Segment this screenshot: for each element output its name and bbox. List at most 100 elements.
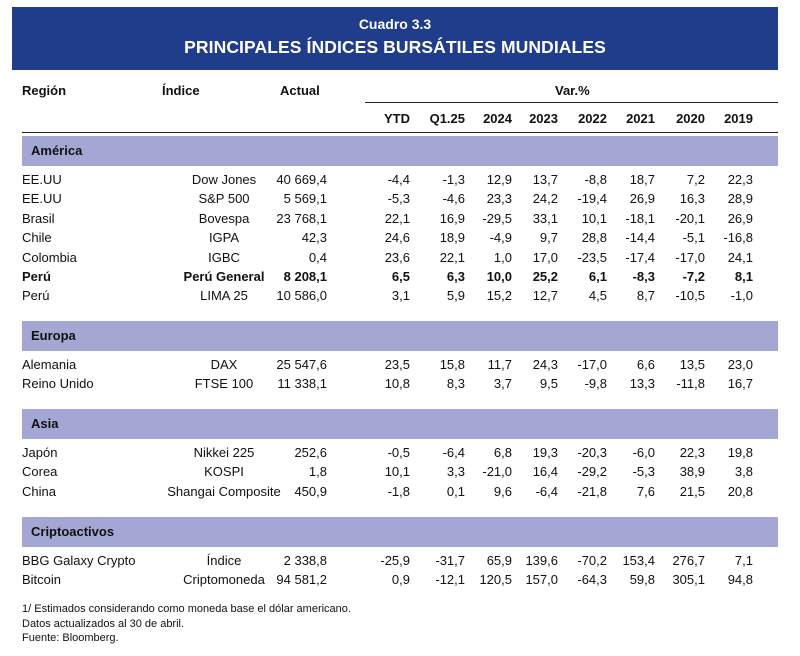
table-row: Chile IGPA 42,3 24,6 18,9 -4,9 9,7 28,8 -14,4 -5,… [22,229,778,248]
row-value: -18,1 [625,210,655,226]
row-index: FTSE 100 [194,376,254,392]
row-region: China [22,483,56,499]
column-header-region: Región [22,83,67,98]
row-value: 0,9 [391,572,410,588]
row-index: S&P 500 [198,191,250,207]
row-value: 38,9 [679,464,705,480]
table-title: PRINCIPALES ÍNDICES BURSÁTILES MUNDIALES [184,37,606,57]
row-value: -21,8 [577,483,607,499]
row-value: -64,3 [577,572,607,588]
row-value: 10,1 [384,464,410,480]
table-row: Brasil Bovespa 23 768,1 22,1 16,9 -29,5 33,1 10… [22,210,778,229]
section-band: América [22,136,778,166]
row-value: 16,3 [679,191,705,207]
row-value: 139,6 [525,553,558,568]
row-value: 22,1 [439,249,465,265]
row-value: 153,4 [622,553,655,568]
row-value: -9,8 [584,376,607,392]
row-value: 10,1 [581,210,607,226]
footnotes: 1/ Estimados considerando como moneda ba… [22,602,351,646]
table-row: Alemania DAX 25 547,6 23,5 15,8 11,7 24,3 -17,0… [22,356,778,375]
row-region: Perú [22,288,50,304]
row-region: Bitcoin [22,572,62,588]
row-value: 6,5 [391,269,410,284]
row-value: 15,2 [486,288,512,304]
table-row: EE.UU Dow Jones 40 669,4 -4,4 -1,3 12,9 13,7 -8… [22,171,778,190]
row-value: 9,6 [493,483,512,499]
table-row: Reino Unido FTSE 100 11 338,1 10,8 8,3 3,7 9,5… [22,375,778,394]
row-value: -20,1 [675,210,705,226]
row-actual: 40 669,4 [276,172,327,187]
row-value: 24,6 [384,230,410,246]
row-value: 3,7 [493,376,512,392]
row-value: -0,5 [387,445,410,460]
row-actual: 450,9 [294,483,327,499]
var-header-rule [365,102,778,103]
row-value: 26,9 [727,210,753,226]
row-value: 157,0 [525,572,558,588]
row-index: IGBC [208,249,240,265]
row-value: -19,4 [577,191,607,207]
row-value: 6,1 [588,269,607,284]
row-value: 12,7 [532,288,558,304]
row-value: 23,6 [384,249,410,265]
row-value: 305,1 [672,572,705,588]
row-value: 24,1 [727,249,753,265]
row-value: -4,9 [489,230,512,246]
row-value: -5,1 [682,230,705,246]
row-value: 11,7 [487,357,512,372]
row-region: Alemania [22,357,77,372]
row-value: 10,0 [486,269,512,284]
header-bottom-rule [22,132,778,133]
row-value: -4,6 [442,191,465,207]
row-value: 13,5 [679,357,705,372]
row-value: 8,7 [636,288,655,304]
row-index: Bovespa [198,210,250,226]
table-number: Cuadro 3.3 [358,16,432,32]
row-index: Perú General [183,269,265,284]
row-actual: 23 768,1 [276,210,327,226]
table-row: Corea KOSPI 1,8 10,1 3,3 -21,0 16,4 -29,2 -5,3 38… [22,463,778,482]
row-value: 24,3 [532,357,558,372]
title-banner: Cuadro 3.3 PRINCIPALES ÍNDICES BURSÁTILE… [12,7,778,70]
row-region: Reino Unido [22,376,94,392]
row-value: -11,8 [676,376,705,392]
row-value: 22,1 [384,210,410,226]
column-header-var: Var.% [555,83,590,98]
row-value: -29,2 [577,464,607,480]
row-value: 23,0 [727,357,753,372]
period-header: 2021 [626,111,655,126]
row-value: 18,9 [439,230,465,246]
row-value: 6,8 [493,445,512,460]
table-row: Perú LIMA 25 10 586,0 3,1 5,9 15,2 12,7 4,5 8,7 -… [22,287,778,306]
row-value: -8,8 [584,172,607,187]
row-value: -29,5 [482,210,512,226]
row-actual: 25 547,6 [276,357,327,372]
row-value: 6,3 [446,269,465,284]
table-row: EE.UU S&P 500 5 569,1 -5,3 -4,6 23,3 24,2 -19,4… [22,190,778,209]
row-value: 19,8 [727,445,753,460]
row-value: 276,7 [672,553,705,568]
row-value: 6,6 [636,357,655,372]
table-row: Japón Nikkei 225 252,6 -0,5 -6,4 6,8 19,3 -20,3… [22,444,778,463]
section-title: Europa [31,328,76,343]
row-value: 24,2 [532,191,558,207]
row-value: 3,8 [734,464,753,480]
row-value: 0,1 [446,483,465,499]
row-index: DAX [210,357,238,372]
row-index: IGPA [208,230,240,246]
row-index: Criptomoneda [183,572,265,588]
row-value: 5,9 [446,288,465,304]
row-actual: 10 586,0 [276,288,327,304]
table-row: Bitcoin Criptomoneda 94 581,2 0,9 -12,1 120,5… [22,571,778,590]
row-value: 8,1 [734,269,753,284]
row-value: 18,7 [629,172,655,187]
row-region: BBG Galaxy Crypto [22,553,136,568]
row-value: 22,3 [727,172,753,187]
row-value: 3,1 [391,288,410,304]
row-value: -14,4 [625,230,655,246]
row-value: 65,9 [486,553,512,568]
row-actual: 5 569,1 [283,191,327,207]
row-value: -8,3 [632,269,655,284]
period-header: 2020 [676,111,705,126]
